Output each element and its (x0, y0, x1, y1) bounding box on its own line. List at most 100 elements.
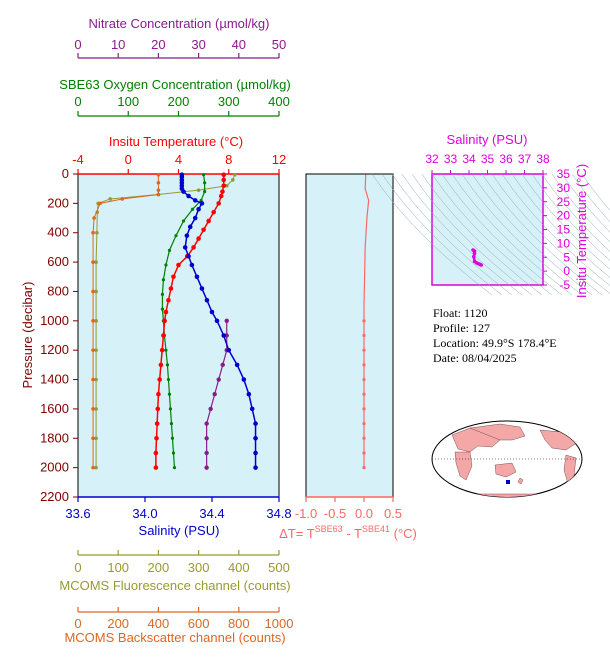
pressure-tick-label: 1400 (40, 372, 69, 387)
fluorescence-tick-label: 500 (268, 560, 290, 575)
temperature-tick-label: 8 (225, 152, 232, 167)
nitrate-axis: Nitrate Concentration (µmol/kg) 0 10 20 30 4… (74, 16, 286, 59)
salinity-point (181, 189, 186, 194)
oxygen-point (161, 278, 166, 282)
salinity-point (209, 309, 215, 315)
oxygen-point (181, 219, 186, 223)
ts-contour-line (511, 173, 610, 278)
salinity-point (204, 297, 210, 303)
oxygen-point (164, 348, 168, 352)
map-land-asia (469, 423, 526, 441)
nitrate-tick-label: 20 (151, 37, 165, 52)
oxygen-point (202, 173, 206, 177)
delta-point (362, 363, 366, 367)
oxygen-point (203, 190, 207, 194)
ts-y-tick-label: 5 (563, 250, 570, 264)
nitrate-tick-label: 10 (111, 37, 125, 52)
ts-y-tick-label: 15 (557, 223, 571, 237)
salinity-point (234, 362, 240, 368)
backscatter-point (156, 172, 161, 177)
oxygen-axis: SBE63 Oxygen Concentration (µmol/kg) 0 10… (59, 77, 291, 117)
backscatter-point (91, 377, 95, 382)
nitrate-point (212, 392, 217, 397)
fluorescence-point (94, 289, 98, 294)
backscatter-axis-label: MCOMS Backscatter channel (counts) (64, 630, 285, 645)
ts-points (471, 248, 484, 267)
ts-contour-line (441, 173, 563, 296)
ts-contour-line (471, 173, 593, 296)
pressure-tick-label: 600 (47, 254, 69, 269)
ts-contour-line (401, 173, 523, 296)
delta-point (362, 333, 366, 338)
salinity-point (253, 435, 258, 441)
float-info: Float: 1120 Profile: 127 Location: 49.9°… (433, 306, 557, 365)
profile-panel-background (77, 173, 280, 498)
pressure-tick-label: 1200 (40, 342, 69, 357)
salinity-point (246, 391, 252, 397)
temperature-point (153, 465, 159, 470)
temperature-point (221, 177, 227, 183)
nitrate-point (208, 406, 213, 412)
temperature-axis: Insitu Temperature (°C) -4 0 4 8 12 (72, 134, 286, 174)
pressure-tick-label: 1800 (40, 430, 69, 445)
nitrate-tick-label: 0 (74, 37, 81, 52)
backscatter-point (156, 181, 161, 185)
temperature-point (157, 377, 162, 382)
salinity-point (226, 347, 232, 353)
delta-point (362, 319, 366, 323)
ts-x-tick-label: 34 (462, 152, 476, 166)
backscatter-point (92, 216, 96, 220)
ts-contour-line (561, 173, 610, 233)
temperature-line (155, 174, 225, 468)
salinity-point (189, 262, 195, 268)
salinity-point (186, 253, 191, 259)
fluorescence-point (230, 178, 235, 182)
pressure-tick-label: 200 (47, 195, 69, 210)
ts-panel: Salinity (PSU) 32 33 34 35 36 37 38 3530252015… (371, 132, 610, 298)
salinity-axis: 33.6 34.0 34.4 34.8 Salinity (PSU) (65, 497, 292, 538)
oxygen-point (171, 451, 176, 455)
ts-contour-line (551, 173, 610, 243)
backscatter-tick-label: 0 (74, 616, 81, 631)
temperature-point (153, 450, 159, 456)
temperature-tick-label: 0 (125, 152, 132, 167)
temperature-point (211, 209, 216, 215)
salinity-tick-label: 34.0 (132, 506, 157, 521)
pressure-tick-label: 400 (47, 225, 69, 240)
temperature-point (156, 391, 161, 397)
location: Location: 49.9°S 178.4°E (433, 336, 557, 350)
delta-point (362, 436, 366, 440)
pressure-tick-label: 2200 (40, 489, 69, 504)
temperature-tick-label: 4 (175, 152, 182, 167)
backscatter-point (91, 319, 95, 323)
backscatter-point (91, 260, 95, 264)
backscatter-tick-label: 800 (228, 616, 250, 631)
ts-point (479, 263, 484, 267)
delta-tick-label: -0.5 (324, 506, 346, 521)
backscatter-point (120, 197, 125, 201)
fluorescence-tick-label: 100 (107, 560, 129, 575)
delta-axis-ticks: -1.0 -0.5 0.0 0.5 (295, 497, 402, 521)
ts-contour-line (581, 173, 610, 211)
salinity-point (192, 215, 198, 221)
ts-contour-line (501, 173, 610, 286)
ts-x-tick-label: 37 (518, 152, 532, 166)
backscatter-point (91, 230, 95, 235)
fluorescence-point (232, 172, 237, 177)
float-id: Float: 1120 (433, 306, 488, 320)
delta-panel-background (305, 173, 394, 498)
backscatter-point (91, 348, 95, 352)
ts-point (472, 251, 477, 256)
oxygen-tick-label: 200 (168, 94, 190, 109)
delta-label-end: (°C) (390, 526, 417, 541)
oxygen-axis-label: SBE63 Oxygen Concentration (µmol/kg) (59, 77, 291, 92)
temperature-point (155, 406, 161, 412)
temperature-point (161, 333, 166, 338)
salinity-tick-label: 34.8 (266, 506, 291, 521)
fluorescence-tick-label: 200 (148, 560, 170, 575)
ts-contour-line (481, 173, 603, 296)
temperature-point (171, 274, 176, 280)
date: Date: 08/04/2025 (433, 351, 517, 365)
pressure-tick-label: 2000 (40, 460, 69, 475)
